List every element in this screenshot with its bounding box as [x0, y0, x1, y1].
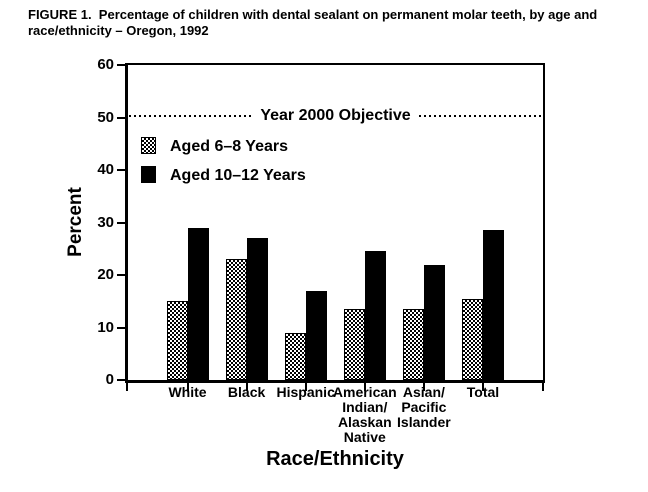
bar-aged-10-12 — [364, 251, 386, 380]
y-tick — [117, 379, 128, 381]
y-tick-label: 20 — [97, 266, 114, 283]
bar-aged-6-8 — [166, 301, 188, 380]
y-tick — [117, 116, 128, 119]
y-tick-label: 40 — [97, 161, 114, 178]
legend-swatch-aged-10-12-icon — [141, 166, 156, 183]
y-tick-label: 0 — [105, 371, 114, 388]
x-category-label: Black — [227, 384, 266, 400]
y-tick — [117, 326, 128, 329]
x-category-label: Hispanic — [276, 384, 335, 400]
x-tick — [542, 383, 544, 391]
bar-aged-6-8 — [225, 259, 247, 380]
y-tick — [117, 169, 128, 171]
x-tick — [245, 383, 248, 391]
x-tick — [304, 383, 307, 391]
y-tick-label: 10 — [97, 318, 114, 336]
x-tick — [422, 383, 425, 391]
year-2000-objective-label: Year 2000 Objective — [252, 107, 419, 125]
x-tick — [186, 383, 189, 391]
bar-aged-6-8 — [284, 332, 306, 380]
x-category-label: White — [168, 384, 207, 400]
x-tick — [126, 383, 128, 391]
y-tick — [117, 274, 128, 276]
y-tick — [117, 64, 128, 66]
bar-aged-6-8 — [462, 298, 483, 380]
y-tick-label: 60 — [97, 56, 114, 73]
y-tick — [117, 221, 128, 224]
x-category-label: Asian/ Pacific Islander — [397, 384, 451, 430]
x-category-label: American Indian/ Alaskan Native — [332, 384, 397, 445]
x-axis-label: Race/Ethnicity — [266, 448, 404, 470]
legend-swatch-aged-6-8-icon — [141, 137, 156, 154]
x-category-label: Total — [466, 384, 500, 400]
bar-aged-10-12 — [246, 238, 268, 380]
bar-aged-6-8 — [402, 309, 424, 380]
x-tick — [482, 383, 484, 391]
bar-aged-10-12 — [483, 230, 504, 380]
year-2000-objective-line: Year 2000 Objective — [129, 107, 542, 125]
legend-label-aged-6-8: Aged 6–8 Years — [170, 138, 289, 155]
legend-label-aged-10-12: Aged 10–12 Years — [170, 167, 306, 184]
bar-aged-6-8 — [343, 309, 365, 380]
bar-aged-10-12 — [187, 227, 209, 380]
y-tick-label: 50 — [97, 108, 114, 126]
figure-title: FIGURE 1. Percentage of children with de… — [28, 7, 601, 38]
x-tick — [363, 383, 366, 391]
bar-aged-10-12 — [305, 290, 327, 380]
y-tick-label: 30 — [97, 213, 114, 231]
bar-aged-10-12 — [423, 264, 445, 380]
